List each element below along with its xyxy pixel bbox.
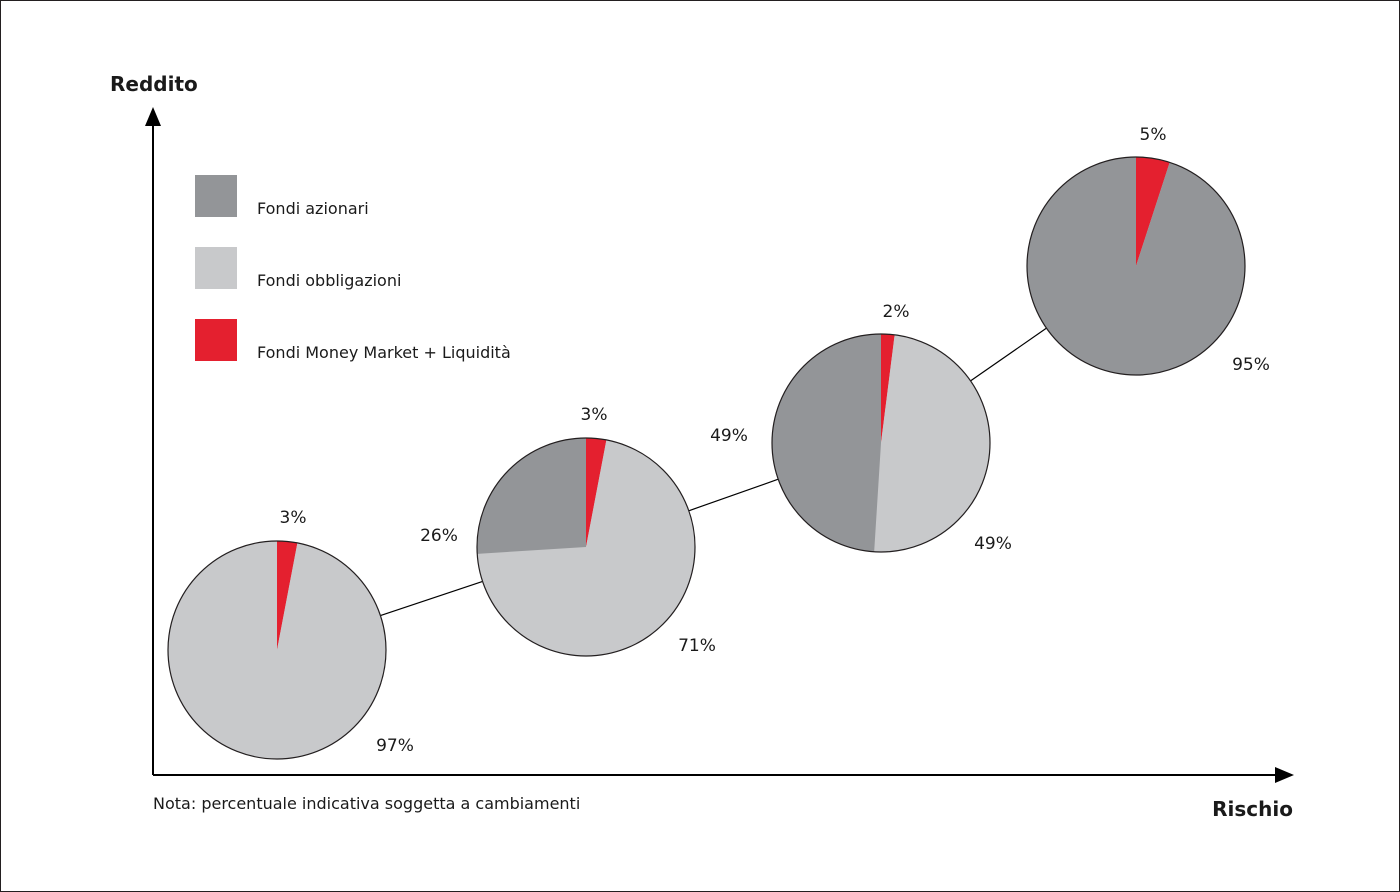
x-axis-arrow [1275,767,1294,783]
pie-outline [476,437,696,657]
data-label-money: 2% [883,302,910,322]
data-label-money: 3% [280,508,307,528]
pie-outline [167,540,387,760]
pie-slice-money [881,333,895,443]
pie-slice-equity [477,437,586,554]
y-axis-arrow [145,107,161,126]
data-label-bond: 71% [678,636,716,656]
data-label-money: 3% [581,405,608,425]
connector-line [380,580,483,617]
legend-swatch-money [195,319,237,361]
pie-slice-equity [771,333,881,552]
pie-chart: 3% 26% 71% [420,405,716,657]
axes [145,107,1294,783]
data-label-money: 5% [1140,125,1167,145]
data-label-bond: 97% [376,736,414,756]
legend-label-bond: Fondi obbligazioni [257,271,402,290]
pie-chart: 3% 97% [167,508,414,760]
y-axis-label: Reddito [110,72,198,96]
x-axis-label: Rischio [1212,797,1293,821]
pie-slice-bond [477,439,696,656]
pie-slice-bond [874,334,990,552]
legend-label-money: Fondi Money Market + Liquidità [257,343,511,362]
pie-slice-money [586,438,607,547]
data-label-equity: 49% [710,426,748,446]
pie-chart: 5% 95% [1026,125,1270,376]
pie-slice-equity [1026,157,1245,375]
pie-slice-money [277,541,298,650]
pie-slice-money [1136,157,1170,266]
pie-slice-bond [168,541,387,760]
legend-label-equity: Fondi azionari [257,199,369,218]
data-label-bond: 49% [974,534,1012,554]
connector-line [688,478,779,512]
legend-swatch-equity [195,175,237,217]
data-label-equity: 26% [420,526,458,546]
pie-outline [1026,156,1246,376]
pie-chart: 2% 49% 49% [710,302,1012,554]
connector-line [970,327,1047,382]
connector-lines [380,327,1047,617]
pie-group: 3% 97% 3% 26% 71% 2% 49% 49% 5% 95% [167,125,1270,760]
pie-outline [771,333,991,553]
data-label-equity: 95% [1232,355,1270,375]
legend-swatch-bond [195,247,237,289]
footnote: Nota: percentuale indicativa soggetta a … [153,794,581,813]
